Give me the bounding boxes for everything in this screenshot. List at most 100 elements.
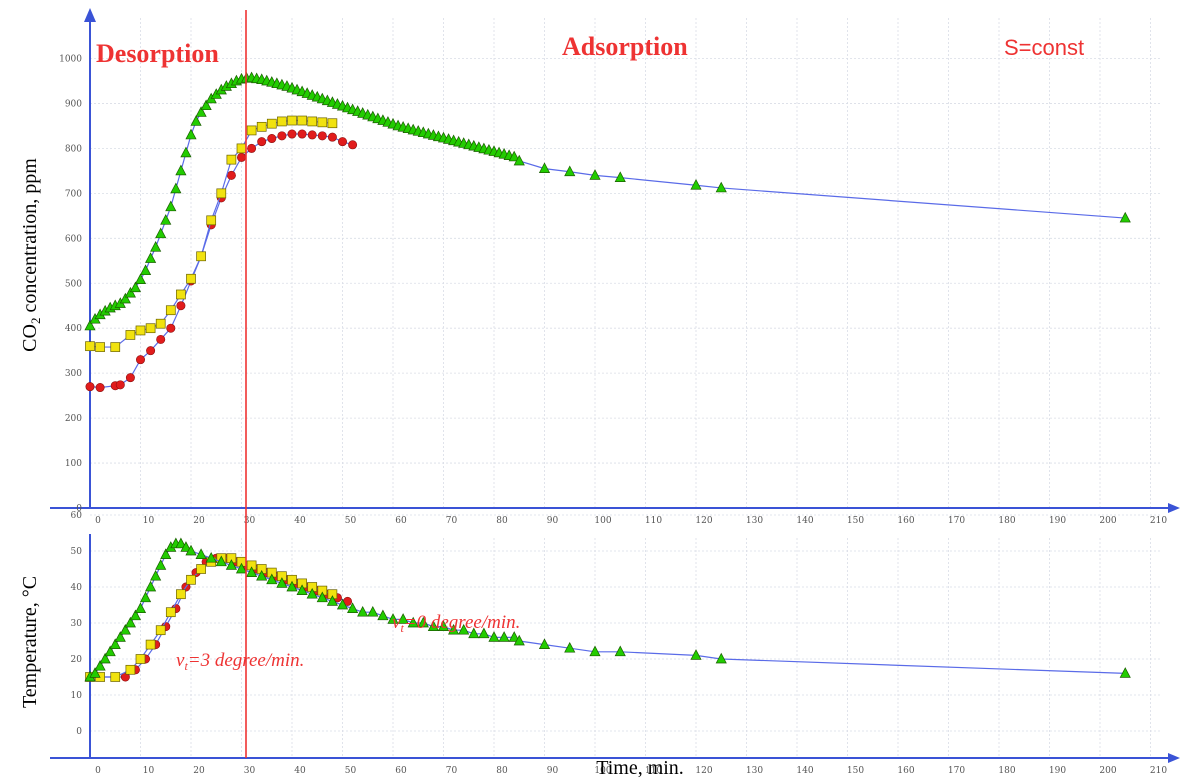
data-point-square [277,116,287,127]
x-tick-label: 90 [547,516,559,526]
series-line [89,119,333,348]
data-point-triangle [160,548,172,559]
x-tick-label: 80 [496,516,508,526]
data-point-triangle [427,620,439,631]
x-tick-label: 20 [193,516,205,526]
data-point-triangle [175,164,187,176]
data-point-circle [337,137,347,147]
x-tick-label: 190 [1049,766,1066,776]
data-point-square [266,118,277,129]
x-tick-label: 100 [594,516,611,526]
data-point-square [165,305,176,316]
data-point-triangle [266,573,278,585]
y-tick-label: 1000 [59,55,82,65]
x-tick-label: 10 [143,516,155,526]
x-tick-label: 0 [95,516,101,526]
data-point-triangle [134,273,147,285]
data-point-triangle [488,631,500,642]
x-tick-label: 200 [1099,516,1116,526]
data-point-circle [136,355,146,365]
x-tick-label: 80 [496,766,508,776]
x-tick-label: 190 [1049,516,1066,526]
data-point-circle [85,382,95,392]
x-tick-label: 120 [695,766,712,776]
data-point-triangle [589,645,601,657]
data-point-triangle [94,659,106,671]
data-point-triangle [508,150,520,162]
data-point-triangle [397,613,409,624]
data-point-circle [257,137,267,147]
adsorption-label: Adsorption [562,32,688,61]
grid-lines [89,18,1162,758]
rate-heating-label: vt=3 degree/min. [176,650,304,673]
desorption-label: Desorption [96,39,219,68]
data-point-triangle [124,616,136,628]
data-point-square [206,215,217,226]
data-point-circle [307,130,317,140]
x-tick-label: 70 [446,516,458,526]
y-tick-label: 700 [65,189,82,199]
data-point-square [135,325,146,336]
data-point-triangle [513,634,525,646]
condition-label: S=const [1004,35,1084,60]
data-point-circle [277,131,287,141]
x-tick-label: 70 [446,766,458,776]
data-point-triangle [715,652,727,664]
y-tick-label: 10 [71,691,83,701]
x-tick-label: 180 [998,766,1015,776]
data-point-square [196,251,206,262]
y-tick-label: 800 [65,144,82,154]
series-line [89,133,353,389]
data-point-square [125,330,136,340]
x-tick-label: 60 [395,516,407,526]
data-point-circle [176,301,186,311]
y-tick-label: 300 [65,369,82,379]
x-tick-label: 130 [746,766,763,776]
y-tick-label: 30 [71,619,83,629]
data-point-square [256,121,267,132]
data-point-triangle [160,214,172,225]
data-point-square [226,154,237,165]
data-point-triangle [109,638,121,649]
x-tick-label: 120 [695,516,712,526]
data-point-square [155,625,166,636]
x-tick-label: 30 [244,766,256,776]
data-point-triangle [513,154,525,166]
data-series [84,71,1131,682]
data-point-triangle [246,566,258,577]
y-tick-label: 50 [71,547,83,557]
x-tick-label: 200 [1099,766,1116,776]
data-point-triangle [150,569,162,581]
data-point-triangle [134,602,147,613]
data-point-square [110,342,121,352]
data-point-triangle [170,182,182,194]
data-point-triangle [195,106,207,117]
data-point-triangle [614,171,626,182]
data-point-triangle [564,641,576,653]
data-point-square [176,589,186,600]
data-point-triangle [276,577,288,588]
data-point-square [176,289,186,300]
data-point-triangle [458,623,470,635]
x-tick-label: 180 [998,516,1015,526]
data-point-triangle [150,241,162,252]
data-point-triangle [357,605,369,617]
data-point-triangle [690,649,702,660]
data-point-circle [237,152,247,162]
data-point-triangle [175,537,187,549]
data-point-square [287,115,297,126]
data-point-triangle [306,587,318,599]
y-tick-label: 600 [65,234,82,244]
data-point-triangle [589,169,601,180]
data-point-square [85,341,95,352]
data-point-circle [267,134,277,144]
y-tick-label: 900 [65,99,82,109]
data-point-square [145,639,156,650]
x-axis-arrow [1168,503,1180,513]
x-tick-label: 150 [847,766,864,776]
data-point-triangle [468,627,480,639]
data-point-triangle [200,99,212,111]
time-axis-title: Time, min. [596,757,684,779]
x-tick-label: 100 [594,766,611,776]
x-tick-label: 140 [796,766,813,776]
